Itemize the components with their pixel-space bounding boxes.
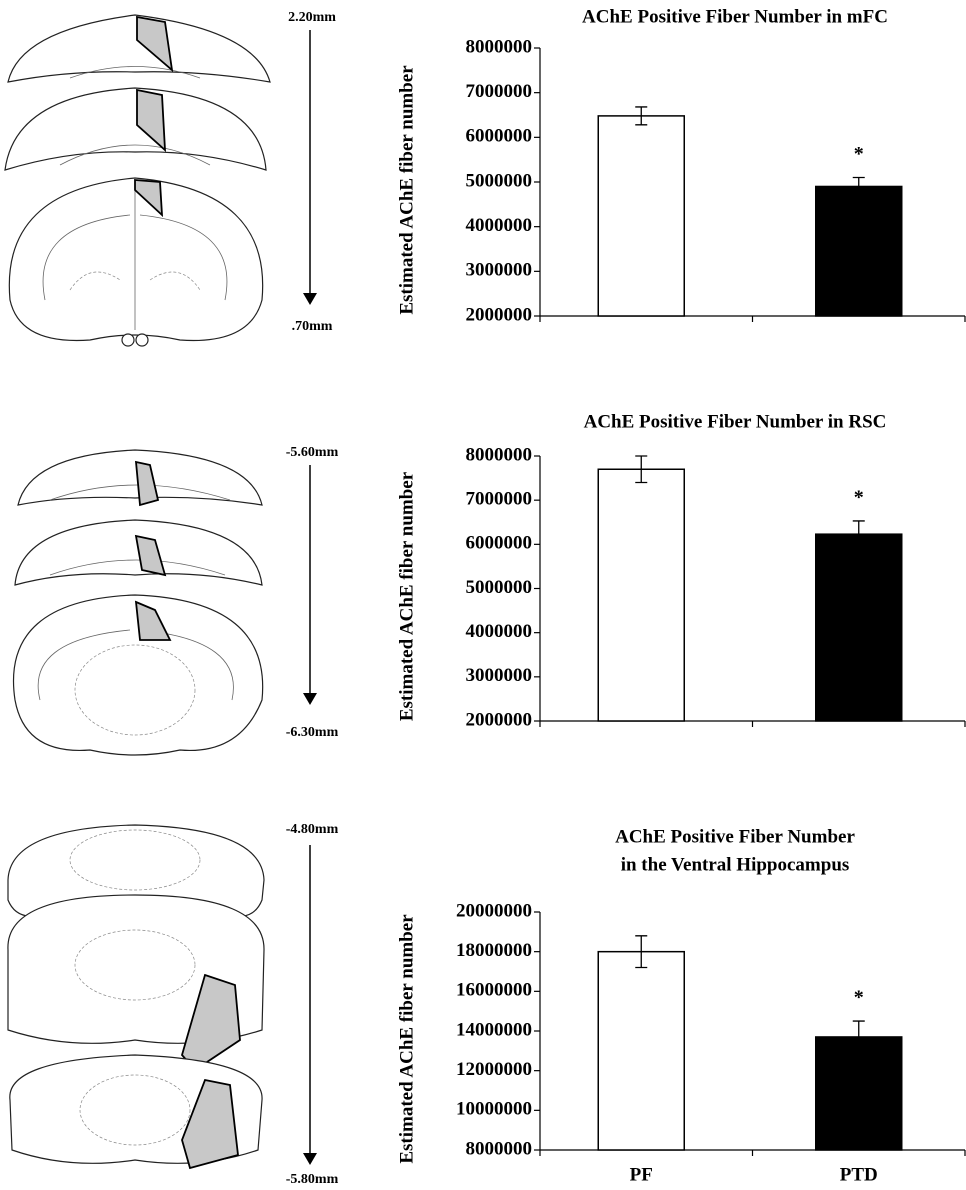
y-tick-label: 5000000	[466, 170, 533, 191]
y-tick-label: 3000000	[466, 665, 533, 686]
chart-title: in the Ventral Hippocampus	[621, 854, 850, 875]
depth-top: -4.80mm	[286, 822, 339, 837]
brain-sections-vh	[8, 825, 264, 1168]
depth-top: -5.60mm	[286, 445, 339, 460]
y-tick-label: 2000000	[466, 709, 533, 730]
brain-sections-rsc	[14, 450, 263, 755]
x-tick-label: PTD	[840, 1164, 878, 1185]
y-tick-label: 10000000	[456, 1099, 532, 1120]
y-tick-label: 5000000	[466, 577, 533, 598]
y-tick-label: 16000000	[456, 980, 532, 1001]
y-tick-label: 6000000	[466, 126, 533, 147]
y-tick-label: 2000000	[466, 304, 533, 325]
depth-bottom: -6.30mm	[286, 725, 339, 740]
y-tick-label: 18000000	[456, 940, 532, 961]
y-tick-label: 7000000	[466, 489, 533, 510]
y-tick-label: 12000000	[456, 1059, 532, 1080]
x-tick-label: PF	[630, 1164, 653, 1185]
y-tick-label: 14000000	[456, 1019, 532, 1040]
y-tick-label: 4000000	[466, 621, 533, 642]
depth-bottom: -5.80mm	[286, 1172, 339, 1187]
arrow-head	[303, 1153, 317, 1165]
brain-sections-mfc	[5, 15, 270, 346]
chart-title: AChE Positive Fiber Number	[615, 826, 855, 847]
y-tick-label: 8000000	[466, 1138, 533, 1159]
depth-bottom: .70mm	[292, 319, 333, 334]
significance-marker: *	[854, 487, 864, 509]
bar	[598, 952, 684, 1150]
significance-marker: *	[854, 143, 864, 165]
arrow-head	[303, 293, 317, 305]
bar	[816, 534, 902, 721]
y-tick-label: 4000000	[466, 215, 533, 236]
y-axis-label: Estimated AChE fiber number	[396, 471, 417, 721]
bar	[598, 469, 684, 721]
figure: 2.20mm .70mm -5.60mm -6.30mm -4.80mm -5.80mm A…	[0, 0, 966, 1190]
chart-title: AChE Positive Fiber Number in RSC	[584, 411, 887, 432]
y-axis-label: Estimated AChE fiber number	[396, 65, 417, 315]
y-tick-label: 8000000	[466, 444, 533, 465]
y-tick-label: 6000000	[466, 533, 533, 554]
y-tick-label: 7000000	[466, 81, 533, 102]
significance-marker: *	[854, 987, 864, 1009]
y-tick-label: 20000000	[456, 900, 532, 921]
y-tick-label: 3000000	[466, 260, 533, 281]
y-tick-label: 8000000	[466, 36, 533, 57]
chart-title: AChE Positive Fiber Number in mFC	[582, 6, 888, 27]
bar	[816, 1037, 902, 1150]
y-axis-label: Estimated AChE fiber number	[396, 914, 417, 1164]
bar	[816, 186, 902, 316]
depth-top: 2.20mm	[288, 10, 336, 25]
arrow-head	[303, 693, 317, 705]
bar	[598, 116, 684, 316]
